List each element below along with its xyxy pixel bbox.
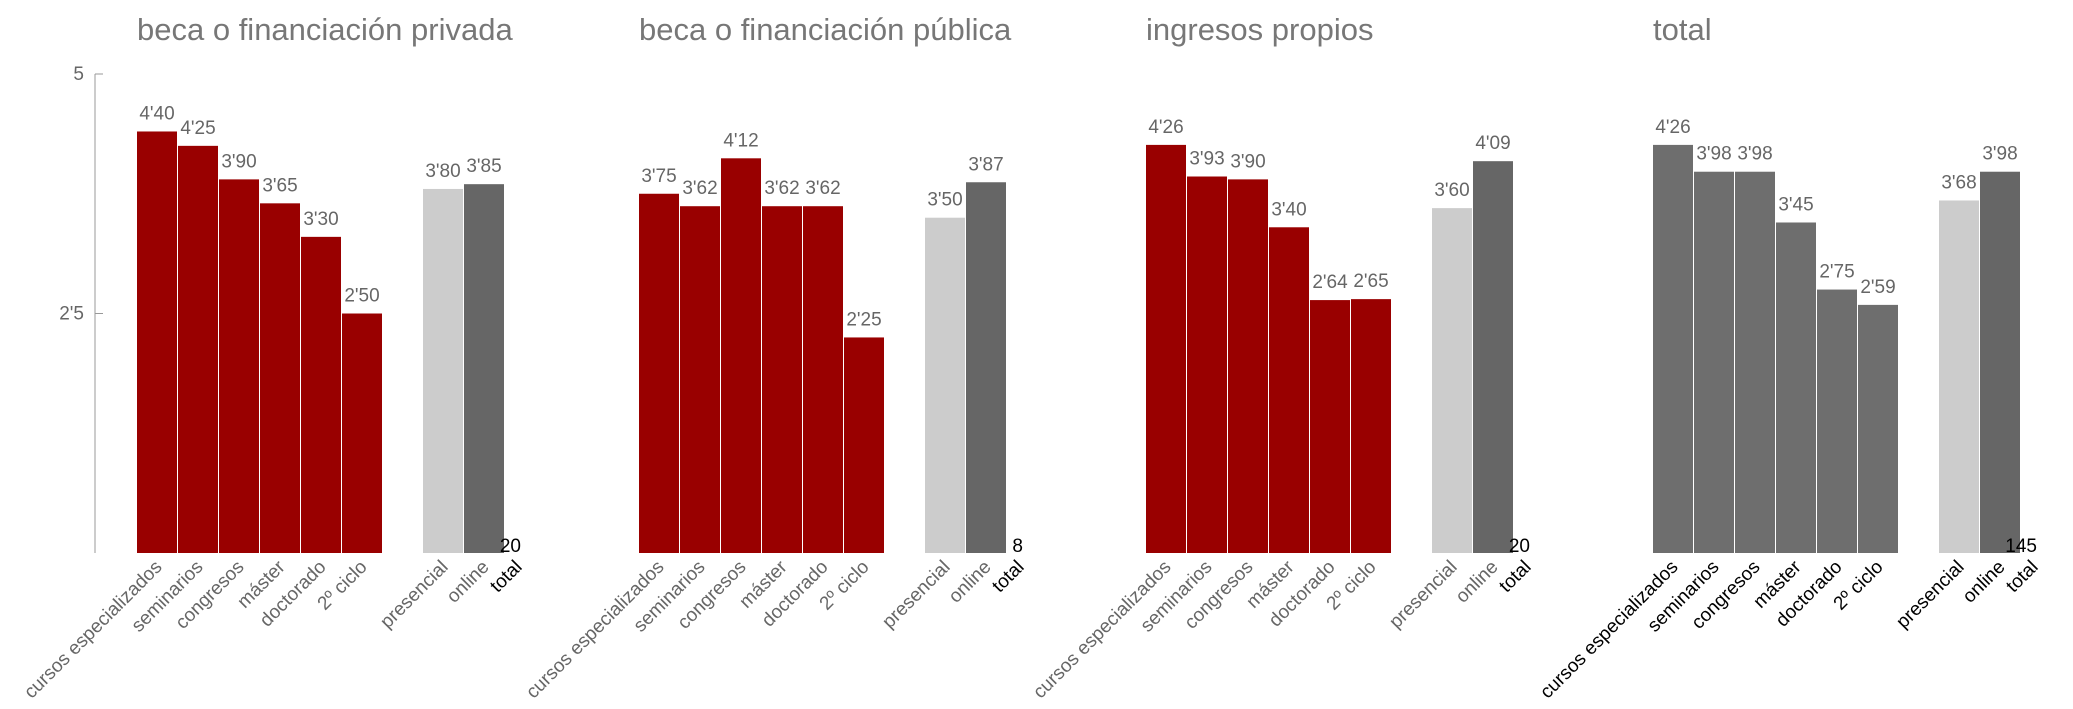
- bar: [680, 206, 720, 554]
- value-label: 3'98: [1696, 144, 1731, 165]
- bar: [301, 236, 341, 554]
- bar: [1310, 300, 1350, 553]
- value-label: 2'75: [1819, 262, 1854, 283]
- value-label: 2'64: [1312, 272, 1348, 293]
- value-label: 2'65: [1353, 271, 1388, 292]
- total-label: total: [988, 557, 1028, 597]
- value-label: 3'50: [927, 190, 962, 211]
- bar: [1187, 176, 1227, 554]
- bar: [762, 206, 802, 554]
- value-label: 3'85: [466, 156, 501, 177]
- value-label: 3'30: [303, 209, 338, 230]
- bar: [260, 203, 300, 553]
- chart-title: beca o financiación pública: [639, 12, 1012, 47]
- x-tick-label: presencial: [376, 557, 452, 633]
- bar: [966, 182, 1006, 553]
- value-label: 4'26: [1148, 117, 1183, 138]
- bar: [1146, 144, 1186, 553]
- x-tick-label: presencial: [1892, 557, 1968, 633]
- value-label: 3'75: [641, 166, 676, 187]
- total-value: 20: [500, 536, 521, 557]
- value-label: 3'80: [425, 161, 460, 182]
- bar: [1351, 299, 1391, 553]
- bar: [219, 179, 259, 553]
- bar: [803, 206, 843, 554]
- x-tick-label: presencial: [1385, 557, 1461, 633]
- value-label: 3'93: [1189, 149, 1224, 170]
- total-value: 20: [1509, 536, 1530, 557]
- bar: [1269, 227, 1309, 553]
- bar: [1939, 200, 1979, 553]
- bar: [1817, 289, 1857, 553]
- bar: [1735, 171, 1775, 553]
- bar: [423, 188, 463, 553]
- value-label: 3'68: [1941, 172, 1976, 193]
- value-label: 2'25: [846, 309, 881, 330]
- value-label: 4'40: [139, 103, 174, 124]
- value-label: 4'25: [180, 118, 215, 139]
- total-label: total: [1495, 557, 1535, 597]
- bar: [721, 158, 761, 553]
- chart-title: total: [1653, 12, 1712, 47]
- bar: [1980, 171, 2020, 553]
- value-label: 4'09: [1475, 133, 1510, 154]
- value-label: 4'12: [723, 130, 758, 151]
- total-value: 145: [2005, 536, 2037, 557]
- bar: [137, 131, 177, 554]
- value-label: 2'59: [1860, 277, 1895, 298]
- value-label: 2'50: [344, 286, 379, 307]
- bar: [844, 337, 884, 553]
- value-label: 3'65: [262, 175, 297, 196]
- value-label: 3'40: [1271, 199, 1306, 220]
- chart-title: ingresos propios: [1146, 12, 1373, 47]
- value-label: 3'45: [1778, 194, 1813, 215]
- y-tick-label: 2'5: [59, 304, 84, 325]
- bar: [342, 313, 382, 553]
- value-label: 3'90: [221, 151, 256, 172]
- bar: [1473, 161, 1513, 554]
- bar: [178, 145, 218, 553]
- value-label: 4'26: [1655, 117, 1690, 138]
- bar: [639, 193, 679, 553]
- bar: [1776, 222, 1816, 554]
- total-value: 8: [1012, 536, 1023, 557]
- bar: [1858, 304, 1898, 553]
- value-label: 3'98: [1737, 144, 1772, 165]
- y-tick-label: 5: [73, 64, 84, 85]
- value-label: 3'60: [1434, 180, 1469, 201]
- value-label: 3'62: [682, 178, 717, 199]
- chart-title: beca o financiación privada: [137, 12, 513, 47]
- value-label: 3'62: [805, 178, 840, 199]
- bar: [1228, 179, 1268, 553]
- value-label: 3'62: [764, 178, 799, 199]
- total-label: total: [486, 557, 526, 597]
- x-tick-label: presencial: [878, 557, 954, 633]
- bar: [1694, 171, 1734, 553]
- bar: [925, 217, 965, 553]
- total-label: total: [2002, 557, 2042, 597]
- value-label: 3'87: [968, 154, 1003, 175]
- bar: [464, 184, 504, 554]
- bar: [1653, 144, 1693, 553]
- value-label: 3'98: [1982, 144, 2017, 165]
- bar: [1432, 208, 1472, 553]
- value-label: 3'90: [1230, 151, 1265, 172]
